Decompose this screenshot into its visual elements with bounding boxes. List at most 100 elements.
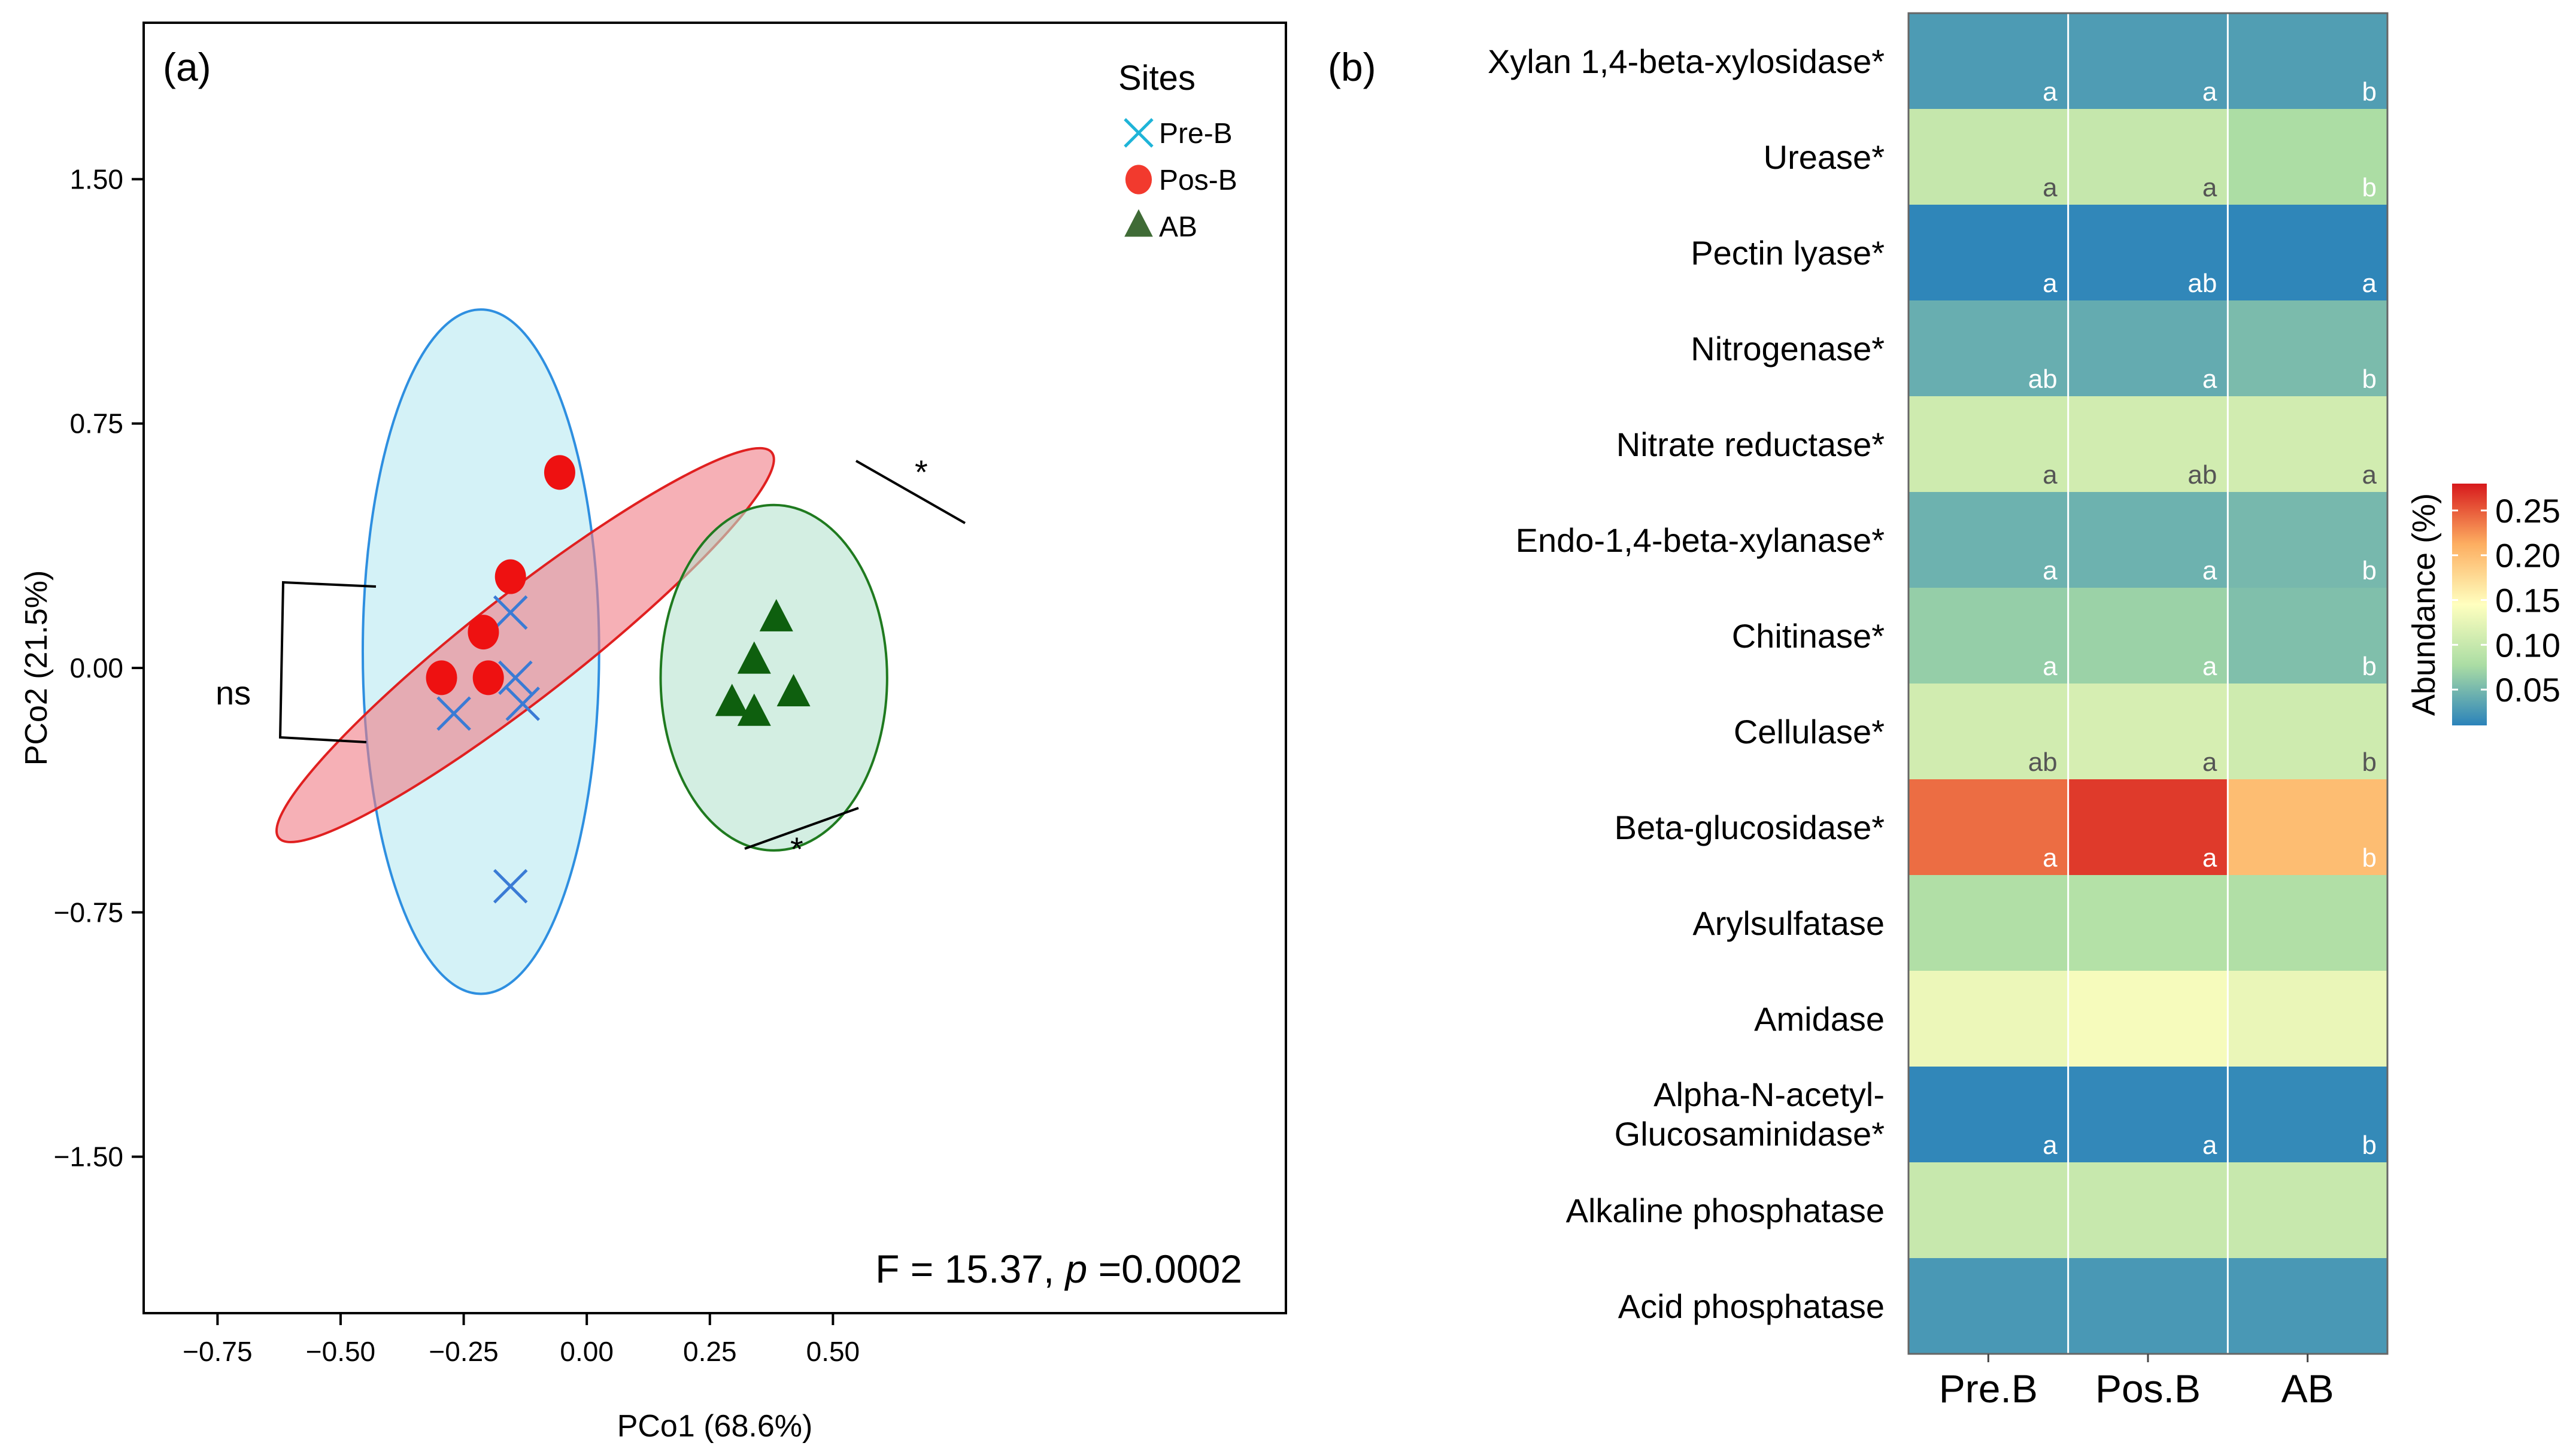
heatmap-cell (1909, 205, 2069, 301)
stat-p-value: =0.0002 (1087, 1247, 1242, 1291)
significance-letter: a (2202, 77, 2217, 107)
significance-letter: b (2362, 556, 2377, 585)
heatmap-cell (2068, 205, 2228, 301)
heatmap-cell (2228, 13, 2388, 110)
star-label-lower: * (790, 830, 803, 868)
point-pre-b-3 (498, 660, 533, 695)
point-pos-b-5 (544, 455, 575, 490)
significance-letter: a (2202, 652, 2217, 681)
heatmap-cell (2068, 300, 2228, 397)
significance-letter: a (2202, 843, 2217, 873)
point-pre-b-2 (493, 595, 528, 630)
significance-letter: a (2202, 364, 2217, 394)
x-axis-title: PCo1 (68.6%) (617, 1409, 813, 1444)
heatmap-cell (2068, 1162, 2228, 1259)
heatmap-cell (2068, 588, 2228, 684)
significance-letter: a (2043, 556, 2058, 585)
x-tick-label: 0.25 (683, 1336, 737, 1367)
row-label: Amidase (1754, 1000, 1885, 1038)
heatmap-cell (1909, 779, 2069, 876)
x-tick-label: −0.25 (429, 1336, 498, 1367)
heatmap-cell (2228, 396, 2388, 493)
row-label: Beta-glucosidase* (1615, 809, 1885, 846)
heatmap-cell (1909, 588, 2069, 684)
heatmap-cell (2068, 396, 2228, 493)
heatmap-panel: (b) a a ba a ba ab aab a ba ab aa a ba a bab a ba a ba a b X… (1328, 12, 2560, 1411)
star-label-upper: * (915, 453, 928, 491)
star-line-upper (855, 460, 966, 524)
row-label: Arylsulfatase (1692, 904, 1885, 942)
heatmap-cell (2228, 205, 2388, 301)
legend-marker-ab (1124, 209, 1153, 237)
significance-letter: a (2043, 77, 2058, 107)
significance-letter: a (2202, 748, 2217, 777)
row-label: Urease* (1764, 138, 1885, 176)
ns-bracket (278, 581, 377, 743)
heatmap-cell (2228, 779, 2388, 876)
heatmap-cell (1909, 109, 2069, 205)
heatmap-cell (2068, 109, 2228, 205)
significance-letter: b (2362, 843, 2377, 873)
significance-letter: b (2362, 364, 2377, 394)
row-label: Nitrogenase* (1691, 330, 1885, 367)
column-dividers (2067, 13, 2229, 1354)
point-pre-b-5 (493, 869, 528, 904)
point-ab-1 (715, 684, 749, 716)
significance-letter: ab (2187, 460, 2217, 490)
statistic-label: F = 15.37, p =0.0002 (875, 1247, 1242, 1291)
point-ab-3 (737, 693, 771, 726)
significance-letter: b (2362, 748, 2377, 777)
significance-letter: b (2362, 173, 2377, 202)
heatmap-cell (2068, 875, 2228, 971)
ellipse-pos-b (275, 446, 775, 843)
significance-letter: ab (2187, 269, 2217, 298)
colorbar-tick-label: 0.05 (2495, 671, 2560, 709)
point-ab-2 (737, 641, 771, 674)
legend-label-pos-b: Pos-B (1159, 165, 1237, 196)
significance-letter: ab (2028, 364, 2058, 394)
row-label: Acid phosphatase (1618, 1287, 1885, 1325)
significance-letter: a (2202, 556, 2217, 585)
stat-prefix: F = 15.37, (875, 1247, 1065, 1291)
legend-label-ab: AB (1159, 211, 1197, 243)
significance-letter: a (2362, 460, 2377, 490)
heatmap-cell (1909, 1258, 2069, 1354)
heatmap-cell (1909, 300, 2069, 397)
heatmap-cell (2068, 971, 2228, 1067)
significance-letter: a (2043, 843, 2058, 873)
x-tick-label: 0.50 (806, 1336, 860, 1367)
colorbar-tick-label: 0.25 (2495, 492, 2560, 530)
star-line-lower (744, 807, 859, 850)
significance-letter: a (2043, 460, 2058, 490)
stat-p-symbol: p (1064, 1247, 1088, 1291)
colorbar-tick-label: 0.15 (2495, 582, 2560, 619)
pcoa-panel: −0.75 −0.50 −0.25 0.00 0.25 0.50 −1.50 −0.75 0.… (19, 22, 1287, 1444)
row-label: Alpha-N-acetyl- (1653, 1076, 1885, 1113)
row-labels: Xylan 1,4-beta-xylosidase* Urease* Pectin … (1488, 42, 1885, 1325)
column-label: Pre.B (1939, 1366, 2038, 1411)
legend-items: Pre-B Pos-B AB (1124, 118, 1237, 243)
colorbar-title: Abundance (%) (2406, 493, 2442, 716)
heatmap-cell (2228, 875, 2388, 971)
point-pos-b-3 (472, 660, 504, 695)
heatmap-cell (2228, 971, 2388, 1067)
colorbar: Abundance (%) 0.05 0.10 0.15 0.20 0.25 (2406, 484, 2560, 725)
legend-label-pre-b: Pre-B (1159, 118, 1233, 150)
significance-letter: a (2043, 1131, 2058, 1160)
significance-letter: a (2202, 1131, 2217, 1160)
heatmap-cell (1909, 971, 2069, 1067)
significance-brackets: ns * * (216, 453, 966, 868)
heatmap-cell (1909, 1067, 2069, 1163)
row-label: Cellulase* (1734, 713, 1885, 751)
x-tick-label: −0.50 (306, 1336, 375, 1367)
heatmap-cell (2228, 1067, 2388, 1163)
point-pos-b-2 (468, 615, 499, 650)
significance-letter: a (2202, 173, 2217, 202)
column-label: AB (2281, 1366, 2334, 1411)
y-tick-label: 1.50 (69, 163, 123, 195)
significance-letter: b (2362, 652, 2377, 681)
heatmap-cell (2228, 1258, 2388, 1354)
heatmap-cell (2228, 1162, 2388, 1259)
ns-label: ns (216, 674, 251, 712)
